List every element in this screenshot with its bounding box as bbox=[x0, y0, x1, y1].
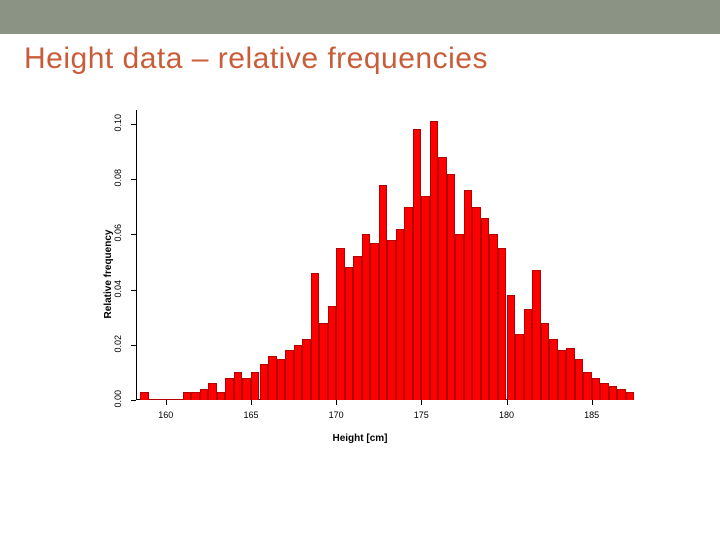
y-tick-label: 0.02 bbox=[113, 335, 123, 355]
y-tick bbox=[131, 400, 136, 401]
histogram-bar bbox=[183, 392, 192, 400]
histogram-bar bbox=[157, 399, 166, 400]
histogram-bar bbox=[311, 273, 320, 400]
x-tick bbox=[251, 400, 252, 405]
histogram-bar bbox=[524, 309, 533, 400]
histogram-bar bbox=[489, 234, 498, 400]
histogram-bar bbox=[617, 389, 626, 400]
histogram-bar bbox=[379, 185, 388, 400]
x-tick bbox=[336, 400, 337, 405]
y-tick-label: 0.04 bbox=[113, 280, 123, 300]
histogram-bar bbox=[421, 196, 430, 400]
histogram-bar bbox=[319, 323, 328, 400]
histogram-bar bbox=[592, 378, 601, 400]
histogram-bar bbox=[498, 248, 507, 400]
y-tick bbox=[131, 234, 136, 235]
page-title: Height data – relative frequencies bbox=[24, 42, 720, 76]
histogram-bar bbox=[234, 372, 243, 400]
histogram-bar bbox=[370, 243, 379, 400]
y-tick bbox=[131, 290, 136, 291]
histogram-bar bbox=[225, 378, 234, 400]
histogram-bar bbox=[558, 350, 567, 400]
y-tick-label: 0.00 bbox=[113, 390, 123, 410]
histogram-bar bbox=[277, 359, 286, 400]
histogram-bar bbox=[353, 256, 362, 400]
histogram-bar bbox=[549, 339, 558, 400]
y-tick-label: 0.08 bbox=[113, 169, 123, 189]
x-tick-label: 180 bbox=[499, 410, 514, 420]
histogram-bar bbox=[260, 364, 269, 400]
histogram-bar bbox=[208, 383, 217, 400]
histogram-bar bbox=[404, 207, 413, 400]
histogram-bar bbox=[149, 399, 158, 400]
histogram-bar bbox=[515, 334, 524, 400]
x-tick bbox=[507, 400, 508, 405]
histogram-bar bbox=[430, 121, 439, 400]
plot-area: 0.000.020.040.060.080.10 160165170175180… bbox=[136, 110, 630, 400]
x-tick-label: 160 bbox=[158, 410, 173, 420]
histogram-bar bbox=[251, 372, 260, 400]
histogram-bar bbox=[609, 386, 618, 400]
histogram-bar bbox=[345, 267, 354, 400]
histogram-bar bbox=[166, 399, 175, 400]
histogram-bar bbox=[464, 190, 473, 400]
histogram-bar bbox=[387, 240, 396, 400]
histogram-bar bbox=[242, 378, 251, 400]
histogram-bar bbox=[217, 392, 226, 400]
histogram-bar bbox=[140, 392, 149, 400]
y-tick bbox=[131, 345, 136, 346]
histogram-bar bbox=[285, 350, 294, 400]
x-tick bbox=[166, 400, 167, 405]
histogram-bar bbox=[481, 218, 490, 400]
bars-layer bbox=[136, 110, 630, 400]
y-tick bbox=[131, 124, 136, 125]
histogram-bar bbox=[532, 270, 541, 400]
histogram-bar bbox=[566, 348, 575, 400]
x-axis-label: Height [cm] bbox=[333, 433, 388, 444]
histogram-bar bbox=[200, 389, 209, 400]
histogram-bar bbox=[336, 248, 345, 400]
histogram-bar bbox=[396, 229, 405, 400]
x-tick-label: 165 bbox=[243, 410, 258, 420]
y-tick bbox=[131, 179, 136, 180]
x-tick-label: 170 bbox=[329, 410, 344, 420]
histogram-bar bbox=[455, 234, 464, 400]
histogram-bar bbox=[626, 392, 635, 400]
histogram-bar bbox=[438, 157, 447, 400]
histogram-bar bbox=[447, 174, 456, 400]
histogram-bar bbox=[302, 339, 311, 400]
y-tick-label: 0.06 bbox=[113, 224, 123, 244]
chart-container: Relative frequency Height [cm] 0.000.020… bbox=[80, 104, 640, 444]
y-tick-label: 0.10 bbox=[113, 114, 123, 134]
histogram-bar bbox=[600, 383, 609, 400]
histogram-bar bbox=[472, 207, 481, 400]
histogram-bar bbox=[328, 306, 337, 400]
x-tick-label: 175 bbox=[414, 410, 429, 420]
histogram-bar bbox=[174, 399, 183, 400]
histogram-bar bbox=[507, 295, 516, 400]
histogram-bar bbox=[191, 392, 200, 400]
x-tick bbox=[421, 400, 422, 405]
histogram-bar bbox=[294, 345, 303, 400]
histogram-bar bbox=[268, 356, 277, 400]
histogram-bar bbox=[541, 323, 550, 400]
x-tick bbox=[592, 400, 593, 405]
histogram-bar bbox=[575, 359, 584, 400]
x-tick-label: 185 bbox=[584, 410, 599, 420]
histogram-bar bbox=[413, 129, 422, 400]
top-banner bbox=[0, 0, 720, 34]
histogram-bar bbox=[362, 234, 371, 400]
histogram-bar bbox=[583, 372, 592, 400]
